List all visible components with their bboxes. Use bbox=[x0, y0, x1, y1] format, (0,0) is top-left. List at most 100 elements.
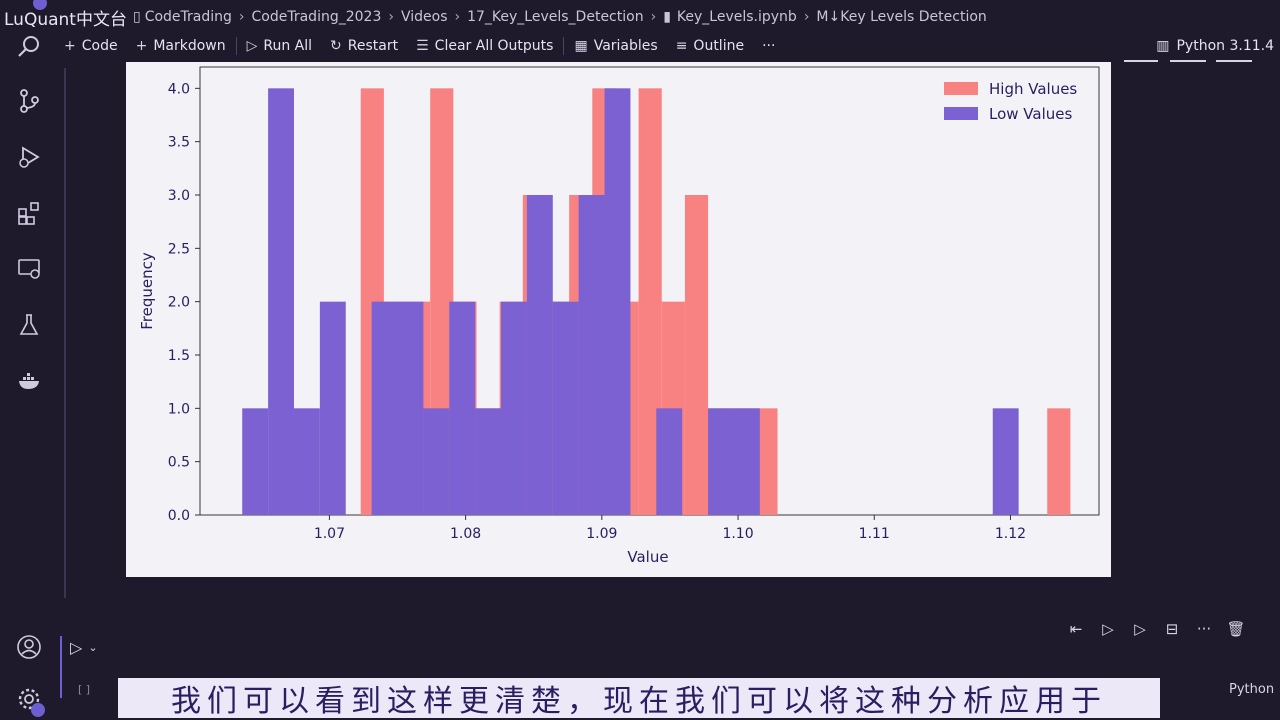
source-control-icon[interactable] bbox=[14, 86, 44, 116]
add-code-cell-button[interactable]: + Code bbox=[64, 38, 118, 54]
breadcrumb-item-codetrading[interactable]: CodeTrading bbox=[144, 9, 232, 25]
settings-badge bbox=[31, 703, 45, 717]
delete-cell-icon[interactable]: 🗑 bbox=[1226, 620, 1246, 638]
notification-badge bbox=[33, 0, 47, 10]
high-value-bar bbox=[684, 195, 709, 515]
add-markdown-cell-button[interactable]: + Markdown bbox=[136, 38, 226, 54]
y-tick-label: 0.5 bbox=[168, 455, 190, 471]
variables-button[interactable]: ▦ Variables bbox=[574, 38, 657, 54]
legend-swatch-low bbox=[944, 107, 978, 120]
kernel-picker[interactable]: ▥ Python 3.11.4 bbox=[1156, 34, 1274, 58]
outline-button[interactable]: ≡ Outline bbox=[676, 38, 744, 54]
tab-indicator bbox=[1124, 60, 1158, 62]
y-tick-label: 4.0 bbox=[168, 81, 190, 97]
low-value-bar bbox=[423, 408, 450, 515]
more-cell-actions-icon[interactable]: ··· bbox=[1196, 620, 1212, 638]
x-tick-label: 1.10 bbox=[722, 526, 753, 542]
activity-bar bbox=[0, 28, 58, 720]
y-tick-label: 0.0 bbox=[168, 508, 190, 524]
execute-cell-and-below-icon[interactable]: ▷ bbox=[1134, 620, 1146, 638]
more-actions-button[interactable]: ··· bbox=[762, 38, 775, 54]
docker-icon[interactable] bbox=[14, 366, 44, 396]
low-value-bar bbox=[578, 195, 605, 515]
settings-gear-icon[interactable] bbox=[14, 684, 44, 714]
low-values-bars bbox=[242, 88, 1019, 515]
variables-label: Variables bbox=[593, 38, 658, 54]
x-tick-label: 1.08 bbox=[450, 526, 481, 542]
low-value-bar bbox=[526, 195, 553, 515]
low-value-bar bbox=[475, 408, 502, 515]
low-value-bar bbox=[319, 301, 346, 515]
low-value-bar bbox=[242, 408, 269, 515]
restart-label: Restart bbox=[347, 38, 399, 54]
legend: High Values Low Values bbox=[944, 80, 1077, 123]
chevron-right-icon: › bbox=[388, 9, 394, 25]
remote-explorer-icon[interactable] bbox=[14, 254, 44, 284]
breadcrumb-item-notebook[interactable]: Key_Levels.ipynb bbox=[676, 9, 797, 25]
run-all-label: Run All bbox=[263, 38, 313, 54]
high-value-bar bbox=[430, 88, 454, 515]
chevron-right-icon: › bbox=[454, 9, 461, 25]
low-value-bar bbox=[501, 301, 527, 515]
toolbar-divider bbox=[563, 37, 565, 55]
clear-outputs-button[interactable]: ☰ Clear All Outputs bbox=[416, 38, 553, 54]
low-value-bar bbox=[371, 301, 398, 515]
add-code-label: Code bbox=[81, 38, 118, 54]
search-icon[interactable] bbox=[14, 32, 44, 62]
breadcrumb-item-folder[interactable]: 17_Key_Levels_Detection bbox=[467, 9, 644, 25]
low-value-bar bbox=[604, 88, 631, 515]
x-tick-label: 1.07 bbox=[314, 526, 345, 542]
legend-label-low: Low Values bbox=[989, 105, 1072, 123]
high-value-bar bbox=[638, 88, 662, 515]
high-value-bar bbox=[1047, 408, 1071, 515]
breadcrumb-item-videos[interactable]: Videos bbox=[400, 9, 448, 25]
legend-label-high: High Values bbox=[989, 80, 1077, 98]
breadcrumb: LuQuant中文台 ▯ CodeTrading › CodeTrading_2… bbox=[0, 0, 1280, 34]
kernel-icon: ▥ bbox=[1156, 38, 1170, 54]
x-tick-label: 1.12 bbox=[995, 526, 1026, 542]
breadcrumb-item-section[interactable]: M↓Key Levels Detection bbox=[816, 9, 987, 25]
y-tick-label: 1.0 bbox=[168, 401, 190, 417]
toolbar-divider bbox=[235, 37, 237, 55]
low-value-bar bbox=[268, 88, 294, 515]
high-value-bar bbox=[754, 408, 778, 515]
execute-below-icon[interactable]: ▷ bbox=[1102, 620, 1114, 638]
y-tick-label: 1.5 bbox=[168, 348, 190, 364]
low-value-bar bbox=[449, 301, 476, 515]
low-value-bar bbox=[397, 301, 424, 515]
chevron-down-icon: ⌄ bbox=[88, 641, 98, 654]
plus-icon: + bbox=[135, 38, 148, 54]
run-debug-icon[interactable] bbox=[14, 142, 44, 172]
cell-toolbar: ⇤ ▷ ▷ ⊟ ··· 🗑 bbox=[1066, 619, 1246, 639]
breadcrumb-item-codetrading-2023[interactable]: CodeTrading_2023 bbox=[251, 9, 382, 25]
tab-indicator bbox=[1216, 60, 1252, 62]
outline-icon: ≡ bbox=[675, 38, 688, 54]
watermark-logo: LuQuant中文台 bbox=[4, 9, 127, 30]
x-axis-ticks: 1.07 1.08 1.09 1.10 1.11 1.12 bbox=[314, 515, 1026, 542]
video-subtitle: 我们可以看到这样更清楚，现在我们可以将这种分析应用于 bbox=[118, 678, 1160, 719]
account-icon[interactable] bbox=[14, 632, 44, 662]
plus-icon: + bbox=[64, 38, 76, 54]
run-all-icon: ▷ bbox=[246, 38, 258, 54]
run-cell-button[interactable]: ▷ ⌄ bbox=[70, 638, 98, 657]
x-tick-label: 1.11 bbox=[859, 526, 890, 542]
cell-focus-bar bbox=[60, 636, 62, 698]
variables-icon: ▦ bbox=[574, 38, 588, 54]
chevron-right-icon: › bbox=[803, 9, 810, 25]
cell-execution-count: [ ] bbox=[78, 683, 91, 696]
y-axis-ticks: 0.0 0.5 1.0 1.5 2.0 2.5 3.0 3.5 4.0 bbox=[168, 81, 200, 524]
restart-icon: ↻ bbox=[330, 38, 342, 54]
outline-label: Outline bbox=[693, 38, 745, 54]
run-all-button[interactable]: ▷ Run All bbox=[247, 38, 312, 54]
notebook-toolbar: + Code + Markdown ▷ Run All ↻ Restart ☰ … bbox=[64, 34, 1280, 58]
cell-language-indicator[interactable]: Python bbox=[1229, 682, 1275, 697]
execute-above-icon[interactable]: ⇤ bbox=[1069, 620, 1083, 638]
histogram-chart: 0.0 0.5 1.0 1.5 2.0 2.5 3.0 3.5 4.0 1.07 1.08 1.09… bbox=[138, 66, 1100, 566]
extensions-icon[interactable] bbox=[14, 198, 44, 228]
tab-indicator bbox=[1170, 60, 1206, 62]
restart-button[interactable]: ↻ Restart bbox=[330, 38, 398, 54]
play-icon: ▷ bbox=[70, 638, 83, 657]
legend-swatch-high bbox=[944, 82, 978, 95]
split-cell-icon[interactable]: ⊟ bbox=[1165, 620, 1179, 638]
testing-flask-icon[interactable] bbox=[14, 310, 44, 340]
